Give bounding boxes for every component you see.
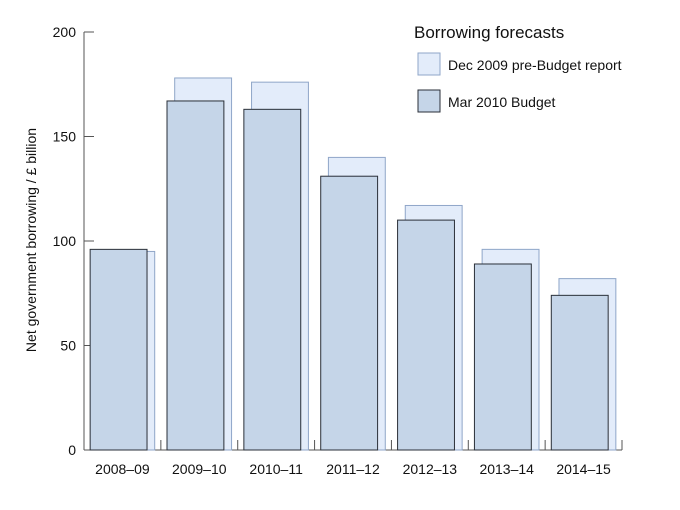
bar-mar-2010-2008–09 [89, 248, 148, 451]
legend-label-mar-2010: Mar 2010 Budget [448, 94, 556, 110]
y-tick-label-200: 200 [53, 24, 77, 40]
bar-mar-2010-2011–12 [320, 175, 379, 451]
y-tick-label-0: 0 [68, 442, 76, 458]
y-axis: 0 50 100 150 200 [53, 24, 94, 458]
x-axis: 2008–09 2009–10 2010–11 2011–12 2012–13 2013–… [83, 440, 623, 477]
bar-mar-2010-2010–11 [243, 108, 302, 451]
legend: Borrowing forecasts Dec 2009 pre-Budget … [414, 23, 622, 113]
legend-label-dec-2009: Dec 2009 pre-Budget report [448, 57, 622, 73]
y-tick-label-100: 100 [53, 233, 77, 249]
x-tick-label-2009–10: 2009–10 [172, 461, 227, 477]
x-tick-label-2008–09: 2008–09 [95, 461, 150, 477]
x-tick-label-2010–11: 2010–11 [249, 461, 303, 477]
legend-swatch-mar-2010 [417, 89, 441, 113]
legend-swatch-dec-2009 [417, 52, 441, 76]
bar-mar-2010-2012–13 [397, 219, 455, 451]
y-tick-label-50: 50 [60, 338, 76, 354]
bars [89, 77, 617, 451]
bar-mar-2010-2014–15 [550, 294, 609, 451]
bar-mar-2010-2009–10 [166, 100, 225, 451]
x-tick-label-2014–15: 2014–15 [556, 461, 611, 477]
x-tick-label-2012–13: 2012–13 [403, 461, 458, 477]
y-axis-title: Net government borrowing / £ billion [23, 128, 39, 352]
x-tick-label-2011–12: 2011–12 [326, 461, 380, 477]
y-tick-label-150: 150 [53, 129, 77, 145]
bar-mar-2010-2013–14 [473, 263, 532, 451]
x-tick-label-2013–14: 2013–14 [479, 461, 534, 477]
legend-title: Borrowing forecasts [414, 23, 564, 42]
